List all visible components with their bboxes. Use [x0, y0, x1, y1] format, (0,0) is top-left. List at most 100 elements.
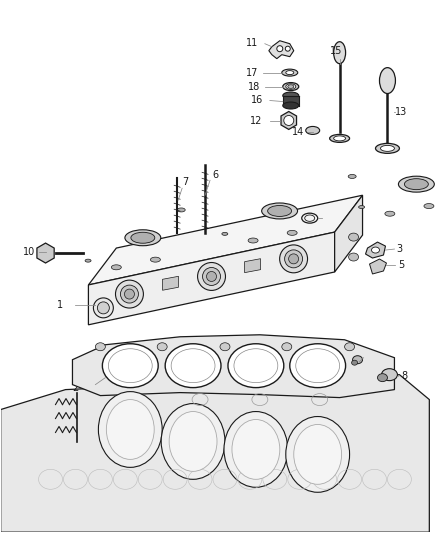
Ellipse shape — [352, 360, 357, 365]
Ellipse shape — [161, 403, 225, 479]
Ellipse shape — [334, 136, 346, 141]
Ellipse shape — [97, 302, 110, 314]
Ellipse shape — [106, 400, 154, 459]
Ellipse shape — [283, 92, 299, 99]
Ellipse shape — [202, 268, 220, 286]
Ellipse shape — [131, 232, 155, 243]
Text: 15: 15 — [330, 46, 343, 55]
Ellipse shape — [385, 211, 395, 216]
Text: 13: 13 — [395, 108, 407, 117]
Ellipse shape — [424, 204, 434, 208]
Ellipse shape — [120, 285, 138, 303]
Text: 7: 7 — [182, 177, 188, 187]
Ellipse shape — [348, 174, 356, 179]
Ellipse shape — [349, 253, 359, 261]
Bar — [283, 95, 299, 106]
Text: 11: 11 — [246, 38, 258, 48]
Ellipse shape — [371, 247, 379, 253]
Text: 10: 10 — [22, 247, 35, 257]
Ellipse shape — [222, 232, 228, 236]
Ellipse shape — [334, 42, 346, 63]
Text: 17: 17 — [246, 68, 258, 78]
Polygon shape — [269, 41, 294, 59]
Ellipse shape — [285, 46, 290, 51]
Polygon shape — [370, 259, 386, 274]
Polygon shape — [88, 195, 363, 285]
Ellipse shape — [277, 46, 283, 52]
Ellipse shape — [290, 344, 346, 387]
Text: 6: 6 — [212, 170, 218, 180]
Ellipse shape — [286, 71, 294, 75]
Ellipse shape — [353, 356, 363, 364]
Ellipse shape — [169, 411, 217, 471]
Text: 16: 16 — [251, 94, 263, 104]
Ellipse shape — [279, 245, 307, 273]
Ellipse shape — [157, 343, 167, 351]
Ellipse shape — [381, 369, 397, 381]
Ellipse shape — [95, 343, 106, 351]
Text: 1: 1 — [57, 300, 64, 310]
Text: 3: 3 — [396, 244, 403, 254]
Ellipse shape — [261, 203, 297, 219]
Ellipse shape — [85, 259, 91, 262]
Polygon shape — [162, 276, 178, 290]
Ellipse shape — [165, 344, 221, 387]
Ellipse shape — [150, 257, 160, 262]
Polygon shape — [244, 259, 261, 273]
Text: 9: 9 — [364, 350, 371, 360]
Ellipse shape — [359, 206, 364, 208]
Ellipse shape — [282, 343, 292, 351]
Ellipse shape — [288, 85, 294, 88]
Text: 18: 18 — [248, 82, 260, 92]
Ellipse shape — [349, 233, 359, 241]
Text: 2: 2 — [72, 383, 78, 393]
Text: 8: 8 — [401, 370, 407, 381]
Ellipse shape — [268, 206, 292, 216]
Ellipse shape — [198, 263, 226, 290]
Ellipse shape — [284, 116, 294, 125]
Ellipse shape — [282, 69, 298, 76]
Ellipse shape — [287, 230, 297, 236]
Text: 5: 5 — [398, 260, 405, 270]
Ellipse shape — [289, 254, 299, 264]
Ellipse shape — [286, 416, 350, 492]
Ellipse shape — [378, 374, 388, 382]
Text: 12: 12 — [250, 117, 262, 126]
Ellipse shape — [399, 176, 434, 192]
Polygon shape — [281, 111, 297, 130]
Ellipse shape — [177, 208, 185, 212]
Ellipse shape — [283, 102, 299, 109]
Ellipse shape — [224, 411, 288, 487]
Polygon shape — [72, 335, 395, 398]
Ellipse shape — [248, 238, 258, 243]
Ellipse shape — [99, 392, 162, 467]
Ellipse shape — [286, 84, 296, 90]
Ellipse shape — [379, 68, 396, 94]
Ellipse shape — [285, 250, 303, 268]
Polygon shape — [366, 242, 385, 258]
Ellipse shape — [111, 265, 121, 270]
Polygon shape — [335, 195, 363, 272]
Ellipse shape — [220, 343, 230, 351]
Ellipse shape — [228, 344, 284, 387]
Polygon shape — [37, 243, 54, 263]
Ellipse shape — [102, 344, 158, 387]
Ellipse shape — [381, 146, 395, 151]
Ellipse shape — [207, 271, 216, 281]
Ellipse shape — [125, 230, 161, 246]
Ellipse shape — [93, 298, 113, 318]
Ellipse shape — [404, 179, 428, 190]
Polygon shape — [1, 375, 429, 532]
Ellipse shape — [345, 343, 355, 351]
Ellipse shape — [283, 83, 299, 91]
Ellipse shape — [306, 126, 320, 134]
Text: 14: 14 — [292, 127, 304, 138]
Text: 4: 4 — [327, 211, 333, 221]
Ellipse shape — [375, 143, 399, 154]
Ellipse shape — [330, 134, 350, 142]
Ellipse shape — [294, 424, 342, 484]
Ellipse shape — [116, 280, 143, 308]
Ellipse shape — [124, 289, 134, 299]
Ellipse shape — [232, 419, 280, 479]
Polygon shape — [88, 232, 335, 325]
